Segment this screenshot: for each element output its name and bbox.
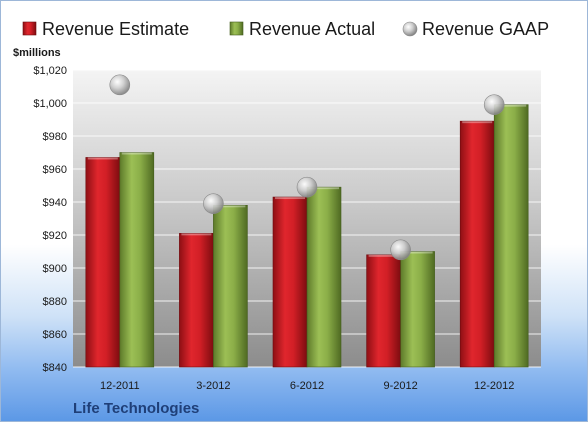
- y-tick-label: $940: [43, 197, 67, 209]
- marker-revenue-gaap: [390, 239, 411, 261]
- legend-marker: [402, 21, 418, 37]
- bar-revenue-estimate: [179, 233, 214, 368]
- bar-top-highlight: [496, 104, 527, 107]
- bars: [85, 74, 529, 368]
- bar-top-highlight: [275, 197, 305, 200]
- legend-label: Revenue GAAP: [422, 19, 549, 39]
- bar-top-highlight: [462, 121, 493, 124]
- legend-label: Revenue Estimate: [42, 19, 189, 39]
- y-tick-label: $1,020: [33, 65, 67, 77]
- marker-revenue-gaap: [296, 176, 318, 198]
- bar-revenue-actual: [400, 251, 435, 368]
- y-tick-label: $900: [43, 263, 67, 275]
- bar-top-highlight: [87, 157, 118, 160]
- axis-ticks: $840 $860 $880 $900 $920 $940 $960 $980 $1,000 $1…: [33, 65, 514, 392]
- bar-revenue-actual: [493, 104, 529, 368]
- x-tick-label: 12-2011: [100, 380, 140, 392]
- y-axis-unit-label: $millions: [13, 47, 61, 59]
- x-tick-label: 12-2012: [474, 380, 514, 392]
- marker-revenue-gaap: [483, 94, 505, 115]
- y-tick-label: $1,000: [33, 98, 67, 110]
- legend-label: Revenue Actual: [249, 19, 375, 39]
- bar-top-highlight: [402, 251, 433, 254]
- x-tick-label: 6-2012: [290, 380, 324, 392]
- company-name: Life Technologies: [73, 400, 199, 417]
- bar-top-highlight: [309, 187, 339, 190]
- legend-swatch: [22, 21, 37, 36]
- bar-top-highlight: [121, 152, 152, 155]
- bar-revenue-actual: [213, 205, 248, 368]
- bar-revenue-estimate: [272, 196, 308, 368]
- legend: Revenue Estimate Revenue Actual Revenue GA…: [22, 19, 549, 39]
- bar-revenue-estimate: [459, 120, 495, 368]
- x-tick-label: 9-2012: [383, 380, 417, 392]
- marker-revenue-gaap: [109, 74, 131, 96]
- bar-revenue-actual: [306, 186, 342, 368]
- bar-revenue-estimate: [85, 157, 121, 368]
- legend-swatch: [229, 21, 244, 36]
- bar-revenue-estimate: [366, 254, 401, 368]
- bar-top-highlight: [368, 254, 399, 257]
- bar-revenue-actual: [119, 152, 155, 368]
- marker-revenue-gaap: [203, 193, 224, 214]
- y-tick-label: $920: [43, 230, 67, 242]
- y-tick-label: $880: [43, 296, 67, 308]
- bar-top-highlight: [215, 205, 246, 208]
- y-tick-label: $960: [43, 164, 67, 176]
- y-tick-label: $860: [43, 329, 67, 341]
- y-tick-label: $840: [43, 362, 67, 374]
- x-tick-label: 3-2012: [196, 380, 230, 392]
- bar-top-highlight: [181, 233, 212, 236]
- y-tick-label: $980: [43, 131, 67, 143]
